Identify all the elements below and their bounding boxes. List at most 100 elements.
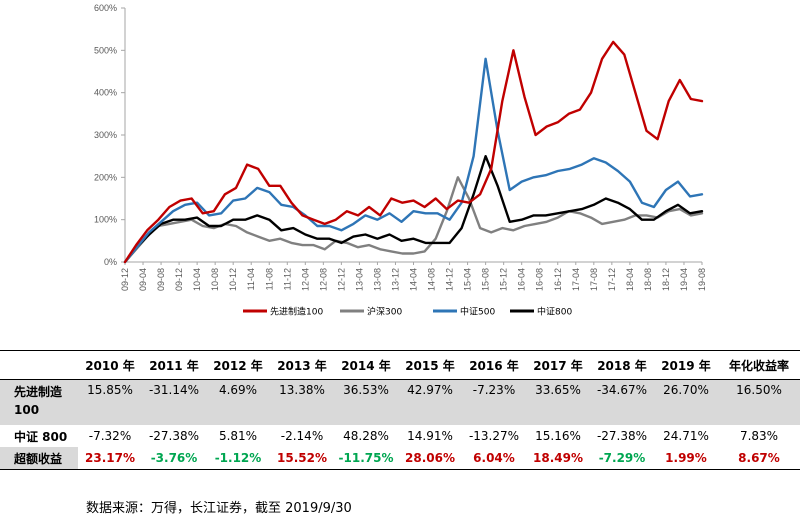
table-cell: 15.16% <box>535 429 581 443</box>
table-cell: 7.83% <box>739 429 779 443</box>
table-cell: -7.29% <box>598 451 646 465</box>
y-tick-label: 200% <box>94 172 117 182</box>
x-tick-label: 12-08 <box>318 268 328 291</box>
table-cell: -27.38% <box>148 429 200 443</box>
x-tick-label: 13-12 <box>390 268 400 291</box>
table-row-csi800: 中证 800 -7.32% -27.38% 5.81% -2.14% 48.28… <box>0 425 800 447</box>
series-line <box>123 57 704 264</box>
x-tick-label: 09-04 <box>138 268 148 291</box>
x-tick-label: 17-08 <box>589 268 599 291</box>
x-tick-label: 17-12 <box>607 268 617 291</box>
x-tick-label: 13-08 <box>372 268 382 291</box>
y-tick-label: 600% <box>94 3 117 13</box>
line-chart: 0%100%200%300%400%500%600% 09-12 09-04 09-… <box>94 3 707 318</box>
table-cell: 16.50% <box>718 379 800 425</box>
table-cell: -11.75% <box>338 451 394 465</box>
x-tick-label: 11-12 <box>282 268 292 290</box>
table-cell: 24.71% <box>663 429 709 443</box>
legend-label: 沪深300 <box>367 306 402 318</box>
x-tick-label: 18-04 <box>625 268 635 291</box>
legend-label: 中证500 <box>460 306 495 318</box>
x-tick-label: 14-12 <box>445 268 455 291</box>
table-cell: 42.97% <box>398 379 462 425</box>
x-tick-label: 12-12 <box>336 268 346 291</box>
x-tick-label: 16-08 <box>535 268 545 291</box>
y-tick-label: 0% <box>104 257 117 267</box>
table-header-2011: 2011 年 <box>149 358 199 373</box>
table-cell: 18.49% <box>533 451 583 465</box>
table-cell: -34.67% <box>590 379 654 425</box>
table-cell: -2.14% <box>280 429 324 443</box>
table-header-2014: 2014 年 <box>341 358 391 373</box>
x-tick-label: 18-08 <box>643 268 653 291</box>
table-cell: 28.06% <box>405 451 455 465</box>
table-header-2018: 2018 年 <box>597 358 647 373</box>
table-cell: 4.69% <box>206 379 270 425</box>
table-cell: 36.53% <box>334 379 398 425</box>
table-cell: -13.27% <box>468 429 520 443</box>
table-cell: 15.52% <box>277 451 327 465</box>
table-row-excess-return: 超额收益 23.17% -3.76% -1.12% 15.52% -11.75%… <box>0 447 800 470</box>
table-cell: 13.38% <box>270 379 334 425</box>
table-cell: -31.14% <box>142 379 206 425</box>
table-header-2016: 2016 年 <box>469 358 519 373</box>
table-cell: -7.32% <box>88 429 132 443</box>
y-tick-label: 400% <box>94 88 117 98</box>
x-tick-label: 16-04 <box>517 268 527 291</box>
row-label: 先进制造100 <box>0 379 78 425</box>
series-line <box>123 176 704 264</box>
table-header-2017: 2017 年 <box>533 358 583 373</box>
row-label: 超额收益 <box>0 447 78 470</box>
x-tick-label: 09-12 <box>174 268 184 291</box>
table-header-annualized: 年化收益率 <box>728 358 789 373</box>
x-tick-label: 10-08 <box>210 268 220 291</box>
x-tick-label: 11-04 <box>246 268 256 290</box>
series-line <box>123 40 704 264</box>
y-tick-label: 500% <box>94 45 117 55</box>
x-tick-label: 10-04 <box>192 268 202 291</box>
table-cell: 26.70% <box>654 379 718 425</box>
table-cell: -1.12% <box>214 451 262 465</box>
series-line <box>123 155 704 264</box>
table-header-2010: 2010 年 <box>85 358 135 373</box>
x-tick-label: 12-04 <box>300 268 310 291</box>
table-cell: 33.65% <box>526 379 590 425</box>
y-axis: 0% 100% 200% 300% 400% 500% 600% <box>94 3 126 267</box>
table-cell: 6.04% <box>473 451 515 465</box>
legend-label: 先进制造100 <box>270 306 323 318</box>
table-header-2015: 2015 年 <box>405 358 455 373</box>
x-tick-label: 11-08 <box>264 268 274 290</box>
y-tick-label: 100% <box>94 215 117 225</box>
table-cell: 48.28% <box>343 429 389 443</box>
y-tick-label: 300% <box>94 130 117 140</box>
table-header-2013: 2013 年 <box>277 358 327 373</box>
table-header-corner <box>0 351 78 380</box>
series-lines <box>123 40 704 264</box>
table-header-row: 2010 年 2011 年 2012 年 2013 年 2014 年 2015 … <box>0 350 800 380</box>
table-header-2012: 2012 年 <box>213 358 263 373</box>
table-row-advanced-manufacturing: 先进制造100 15.85% -31.14% 4.69% 13.38% 36.5… <box>0 379 800 425</box>
x-tick-label: 13-04 <box>354 268 364 291</box>
table-cell: 14.91% <box>407 429 453 443</box>
x-tick-label: 14-08 <box>427 268 437 291</box>
table-cell: -27.38% <box>596 429 648 443</box>
legend: 先进制造100 沪深300 中证500 中证800 <box>243 306 572 318</box>
x-tick-label: 17-04 <box>571 268 581 291</box>
table-cell: 15.85% <box>78 379 142 425</box>
row-label: 中证 800 <box>14 429 68 444</box>
x-tick-label: 19-08 <box>697 268 707 291</box>
table-cell: -3.76% <box>150 451 198 465</box>
x-tick-label: 19-04 <box>679 268 689 291</box>
x-tick-label: 14-04 <box>409 268 419 291</box>
x-axis: 09-12 09-04 09-08 09-12 10-04 10-08 10-12 11-04… <box>120 261 707 291</box>
x-tick-label: 18-12 <box>661 268 671 291</box>
table-cell: 1.99% <box>665 451 707 465</box>
x-tick-label: 10-12 <box>228 268 238 291</box>
legend-label: 中证800 <box>537 306 572 318</box>
performance-table: 2010 年 2011 年 2012 年 2013 年 2014 年 2015 … <box>0 350 800 470</box>
x-tick-label: 09-12 <box>120 268 130 291</box>
x-tick-label: 15-08 <box>481 268 491 291</box>
x-tick-label: 15-12 <box>499 268 509 291</box>
x-tick-label: 09-08 <box>156 268 166 291</box>
table-cell: 8.67% <box>738 451 780 465</box>
